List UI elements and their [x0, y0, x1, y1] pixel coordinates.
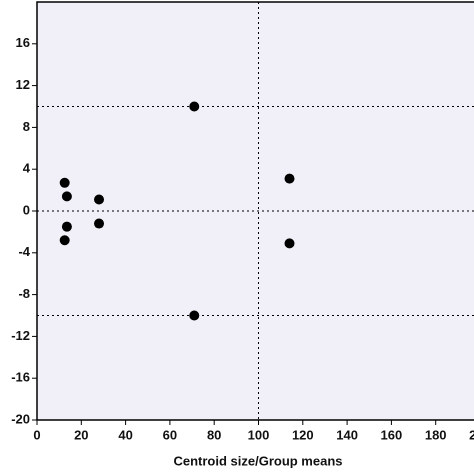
x-tick-label: 40 [118, 427, 132, 442]
x-tick-label: 60 [163, 427, 177, 442]
point [59, 177, 70, 188]
y-tick-label: -8 [18, 286, 30, 301]
point [59, 235, 70, 246]
point [61, 221, 72, 232]
x-tick-label: 100 [248, 427, 270, 442]
x-axis-label: Centroid size/Group means [173, 453, 342, 468]
point [284, 173, 295, 184]
x-tick-label: 180 [425, 427, 447, 442]
x-tick-label: 80 [207, 427, 221, 442]
plot-background [36, 1, 474, 421]
x-tick-label: 200 [469, 427, 474, 442]
y-tick-label: 12 [16, 77, 30, 92]
x-tick-label: 120 [292, 427, 314, 442]
point [189, 101, 200, 112]
y-tick-label: -16 [11, 370, 30, 385]
y-tick-label: 0 [23, 202, 30, 217]
y-tick-label: -12 [11, 328, 30, 343]
y-tick-label: 4 [23, 161, 31, 176]
y-tick-label: -4 [18, 244, 30, 259]
x-tick-label: 160 [381, 427, 403, 442]
point [189, 310, 200, 321]
point [94, 194, 105, 205]
point [284, 238, 295, 249]
y-tick-label: -20 [11, 411, 30, 426]
y-tick-label: 8 [23, 119, 30, 134]
x-tick-label: 20 [74, 427, 88, 442]
y-tick-label: 16 [16, 35, 30, 50]
x-tick-label: 0 [33, 427, 40, 442]
point [61, 191, 72, 202]
x-tick-label: 140 [336, 427, 358, 442]
point [94, 218, 105, 229]
